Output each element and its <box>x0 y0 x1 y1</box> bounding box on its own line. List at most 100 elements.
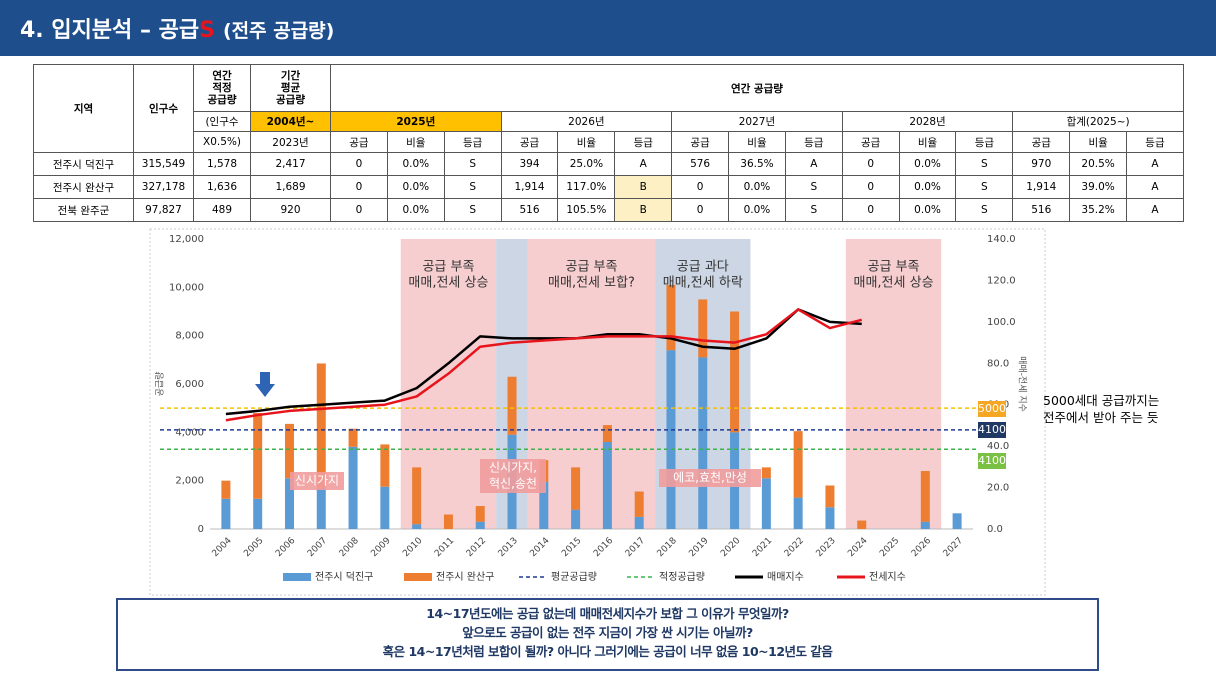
cell-line: 연간 <box>212 70 232 82</box>
table-cell: 920 <box>250 198 331 222</box>
x-tick-label: 2015 <box>560 536 583 559</box>
bar <box>920 521 930 529</box>
bar <box>825 485 835 508</box>
annotation: 신시가지 <box>295 474 339 488</box>
table-cell: A <box>1126 198 1184 222</box>
y2-tick-label: 0.0 <box>987 524 1003 535</box>
table-cell: 0 <box>841 198 900 222</box>
annotation: 혁신,송천 <box>489 476 537 491</box>
ref-tag-bg <box>978 422 1006 438</box>
table-cell: 기간 평균 공급량 <box>250 64 331 112</box>
x-tick-label: 2013 <box>497 536 520 559</box>
table-cell: B <box>614 175 673 199</box>
y-tick-label: 0 <box>198 524 204 535</box>
bar <box>284 478 294 529</box>
table-cell: A <box>1126 152 1184 176</box>
table-cell: X0.5%) <box>193 131 251 153</box>
subtitle: (전주 공급량) <box>222 20 335 42</box>
note-line: 전주에서 받아 주는 듯 <box>1043 410 1159 425</box>
legend-swatch <box>404 573 432 581</box>
table-cell: 등급 <box>1126 131 1184 153</box>
comment-box: 14~17년도에는 공급 없는데 매매전세지수가 보합 그 이유가 무엇일까? 앞… <box>116 598 1099 671</box>
bar <box>443 514 453 529</box>
region-label: 매매,전세 하락 <box>663 276 743 291</box>
bar <box>253 498 263 529</box>
table-row: 전주시 완산구 327,178 1,636 1,689 0 0.0% S 1,914 117.0… <box>33 175 1184 199</box>
table-cell: 2023년 <box>250 131 331 153</box>
table-cell: 0 <box>330 152 388 176</box>
bar <box>412 467 422 525</box>
box-line: 14~17년도에는 공급 없는데 매매전세지수가 보합 그 이유가 무엇일까? <box>426 606 789 621</box>
bar <box>825 507 835 529</box>
annotation: 에코,효천,만성 <box>673 470 747 485</box>
table-cell: 비율 <box>898 131 957 153</box>
x-tick-label: 2010 <box>401 536 424 559</box>
bar <box>634 491 644 517</box>
index-line <box>225 308 862 416</box>
index-line <box>225 308 863 422</box>
bar <box>857 520 867 529</box>
ref-tag-bg <box>978 401 1006 417</box>
arrow <box>255 372 275 397</box>
note-line: 5000세대 공급까지는 <box>1043 393 1160 408</box>
y-axis-title: 공급량 <box>154 372 166 397</box>
table-cell: A <box>784 152 843 176</box>
bar <box>761 478 771 529</box>
table-cell: 공급 <box>330 131 388 153</box>
bar <box>793 497 803 529</box>
bar <box>475 506 485 522</box>
table-cell: 1,689 <box>250 175 331 199</box>
title: 4. 입지분석 – 공급 <box>20 18 200 43</box>
table-cell: 970 <box>1012 152 1071 176</box>
bar <box>761 467 771 479</box>
bar <box>316 487 326 529</box>
x-tick-label: 2022 <box>783 536 806 559</box>
bar <box>730 311 740 433</box>
y2-tick-label: 140.0 <box>987 234 1016 245</box>
bar <box>380 444 390 487</box>
table-cell: 2028년 <box>841 111 1014 132</box>
box-line: 앞으로도 공급이 없는 전주 지금이 가장 싼 시기는 아닐까? <box>462 625 753 640</box>
table-cell: 36.5% <box>728 152 786 176</box>
bar <box>348 428 358 447</box>
ref-tag: 4100 <box>978 454 1006 467</box>
bar <box>316 363 326 488</box>
x-tick-label: 2007 <box>306 536 329 559</box>
bar <box>920 471 930 522</box>
y2-axis-title: 매매-전세 지수 <box>1017 356 1028 412</box>
chart-frame <box>149 228 1046 596</box>
y2-tick-label: 40.0 <box>987 441 1009 452</box>
cell-line: 평균 <box>280 82 301 94</box>
x-tick-label: 2019 <box>687 536 710 559</box>
ref-tag: 4100 <box>978 423 1006 436</box>
legend-label: 전주시 덕진구 <box>315 571 373 583</box>
table-cell: 327,178 <box>133 175 194 199</box>
region-label: 매매,전세 상승 <box>408 276 488 291</box>
bar <box>412 524 422 529</box>
bar <box>634 516 644 529</box>
table-cell: 2027년 <box>671 111 843 132</box>
title-mark: S <box>199 18 215 43</box>
legend-label: 매매지수 <box>767 571 804 583</box>
table-cell: S <box>443 198 502 222</box>
table-cell: 0 <box>671 175 730 199</box>
table-cell: 20.5% <box>1069 152 1128 176</box>
legend-swatch <box>283 573 311 581</box>
table-row: 전북 완주군 97,827 489 920 0 0.0% S 516 105.5% B 0 0.0% S… <box>33 198 1184 222</box>
table-cell: 0 <box>330 198 388 222</box>
y-tick-label: 12,000 <box>169 234 204 245</box>
bar <box>475 521 485 529</box>
table-cell: 0 <box>671 198 730 222</box>
table-cell: 2025년 <box>330 111 502 132</box>
table-cell: 0.0% <box>728 198 786 222</box>
x-tick-label: 2009 <box>369 536 392 559</box>
legend-label: 평균공급량 <box>551 571 597 583</box>
table-cell: 97,827 <box>133 198 194 222</box>
legend-label: 전주시 완산구 <box>436 571 494 583</box>
bar <box>602 425 612 442</box>
table-body: 지역 인구수 연간 적정 공급량 기간 평균 공급량 연간 공급량 (인구수 2004년~ 2025년… <box>33 64 1184 222</box>
annotation-bg <box>659 469 761 487</box>
x-tick-label: 2021 <box>751 536 774 559</box>
table-cell: 전북 완주군 <box>33 198 134 222</box>
